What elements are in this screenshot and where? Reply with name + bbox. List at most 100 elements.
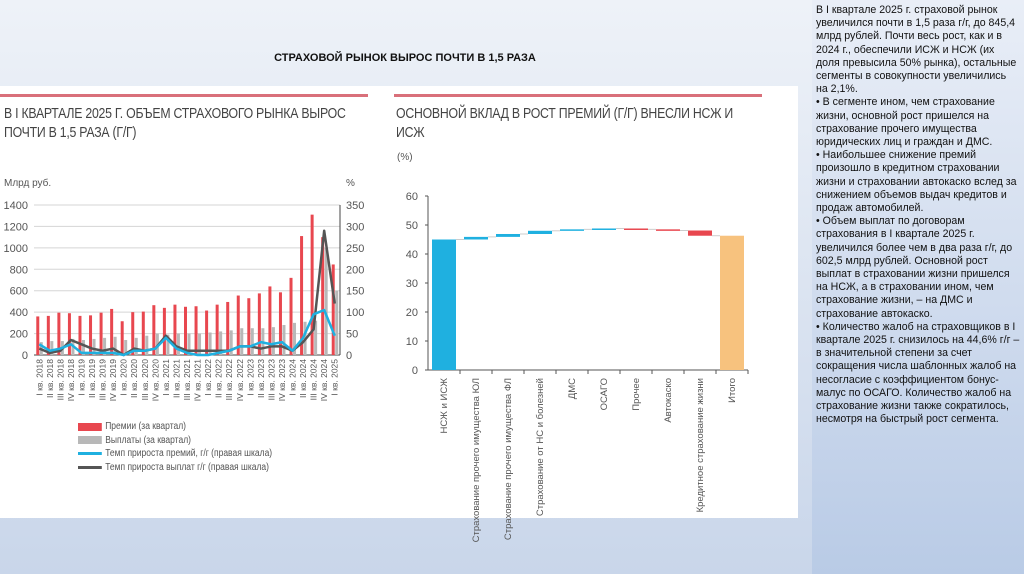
y-tick-label: 800 [10,264,28,276]
decrease-bar [656,229,680,231]
x-tick-label: Прочее [631,378,642,411]
payout-bar [314,320,318,355]
payout-bar [282,325,286,355]
x-tick-label: I кв. 2023 [245,359,255,396]
payout-bar [293,322,297,355]
x-tick-label: IV кв. 2020 [150,359,160,402]
x-tick-label: IV кв. 2018 [66,359,76,402]
right-chart: 0 10 20 30 40 50 60 НСЖ и ИСЖ Страхование прочег… [406,191,749,542]
premium-bar [331,264,335,355]
legend-item: Выплаты (за квартал) [78,434,272,448]
y-tick-label: 1200 [4,221,28,233]
premium-bar [57,312,61,355]
payout-bar [145,335,149,355]
side-text: В I квартале 2025 г. страховой рынок уве… [816,4,1020,426]
legend-item: Премии (за квартал) [78,420,272,434]
increase-bar [560,229,584,231]
y-tick-label: 60 [406,191,418,203]
premium-bar [162,307,166,355]
legend-label: Премии (за квартал) [105,421,187,432]
x-tick-label: III кв. 2019 [98,359,108,401]
premium-bar [120,321,124,355]
charts-image: В I КВАРТАЛЕ 2025 Г. ОБЪЕМ СТРАХОВОГО РЫ… [0,86,798,542]
premium-bar [110,308,114,355]
legend-swatch [78,465,102,469]
x-tick-label: III кв. 2018 [55,359,65,401]
x-tick-label: III кв. 2020 [140,359,150,401]
premium-bar [321,237,325,355]
premium-bar [268,286,272,355]
y2-tick-label: 350 [346,200,364,212]
increase-bar [528,230,552,234]
legend-label: Темп прироста премий, г/г (правая шкала) [105,448,273,459]
payout-bar [166,334,170,355]
premium-bar [36,316,40,355]
premium-bar [99,312,103,355]
x-tick-label: II кв. 2024 [298,359,308,398]
legend-swatch [78,436,102,445]
payout-bar [324,247,328,355]
payout-bar [229,330,233,355]
payout-bar [113,336,117,355]
x-tick-label: II кв. 2021 [171,359,181,398]
x-tick-label: IV кв. 2021 [193,359,203,402]
payout-bar [187,333,191,355]
right-y-label: % [346,178,355,189]
left-chart-legend: Премии (за квартал) Выплаты (за квартал) Т… [78,420,272,474]
y-tick-label: 600 [10,286,28,298]
x-tick-label: IV кв. 2022 [235,359,245,402]
y-tick-label: 50 [406,220,418,232]
payout-bar [103,337,107,355]
y-tick-label: 0 [412,365,418,377]
legend-label: Темп прироста выплат г/г (правая шкала) [105,461,269,473]
premium-bar [173,304,177,355]
y2-tick-label: 250 [346,243,364,255]
y2-tick-label: 100 [346,307,364,319]
legend-label: Выплаты (за квартал) [105,434,191,446]
legend-swatch [78,422,102,431]
payout-bar [198,333,202,355]
payout-bar [250,328,254,355]
x-tick-label: III кв. 2023 [266,359,276,401]
x-tick-label: III кв. 2024 [309,359,319,401]
divider [394,94,762,97]
y2-tick-label: 200 [346,264,364,276]
x-tick-label: Кредитное страхование жизни [695,378,706,512]
x-tick-label: I кв. 2018 [34,359,44,396]
x-tick-label: III кв. 2021 [182,359,192,401]
premium-bar [194,306,198,355]
x-tick-label: III кв. 2022 [224,359,234,401]
left-chart-title: В I КВАРТАЛЕ 2025 Г. ОБЪЕМ СТРАХОВОГО РЫ… [4,105,346,141]
x-tick-label: I кв. 2021 [161,359,171,396]
x-tick-label: Страхование от НС и болезней [535,378,546,516]
y-tick-label: 200 [10,329,28,341]
x-tick-label: IV кв. 2024 [319,359,329,402]
premium-bar [247,298,251,355]
premium-bar [184,306,187,355]
left-y-label: Млрд руб. [4,178,52,189]
payout-bar [124,340,128,355]
y-tick-label: 10 [406,336,418,348]
x-tick-label: Автокаско [663,378,674,423]
right-chart-unit: (%) [397,152,413,163]
y-tick-label: 400 [10,307,28,319]
y-tick-label: 0 [22,350,28,362]
total-bar [720,235,744,370]
y-tick-label: 30 [406,278,418,290]
increase-bar [592,228,616,230]
premium-bar [67,313,71,355]
premium-bar [310,214,314,355]
premium-growth-line [38,308,336,357]
y-tick-label: 1400 [4,200,28,212]
y2-tick-label: 0 [346,350,352,362]
payout-bar [271,327,275,355]
x-tick-label: I кв. 2025 [330,359,340,396]
y2-tick-label: 150 [346,286,364,298]
increase-bar [496,233,520,237]
x-tick-label: I кв. 2020 [119,359,129,396]
payout-bar [176,333,180,355]
y-tick-label: 1000 [4,243,28,255]
legend-swatch [78,452,102,456]
right-chart-title: ОСНОВНОЙ ВКЛАД В РОСТ ПРЕМИЙ (Г/Г) ВНЕСЛ… [396,105,734,141]
left-chart: 0 200 400 600 800 1000 1200 1400 0 50 100 150 200 250… [4,200,365,402]
